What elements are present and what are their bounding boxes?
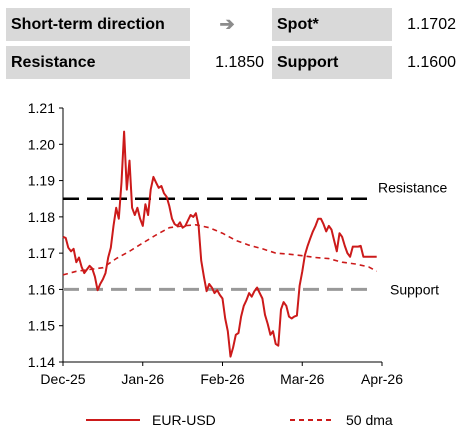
- y-tick-label: 1.19: [28, 173, 55, 189]
- legend-label-dma: 50 dma: [346, 412, 393, 428]
- eur-usd-series-line: [62, 130, 377, 358]
- right-arrow-icon: ➔: [219, 14, 235, 34]
- spot-value: 1.1702: [407, 16, 456, 33]
- info-row-levels: Resistance 1.1850 Support 1.1600: [6, 46, 462, 79]
- x-tick-label: Feb-26: [200, 371, 245, 387]
- chart-levels: Resistance Support: [63, 180, 447, 297]
- info-row-direction: Short-term direction ➔ Spot* 1.1702: [6, 8, 462, 41]
- dma-series-line: [62, 224, 378, 276]
- chart-series: [62, 130, 378, 358]
- x-tick-label: Dec-25: [40, 371, 85, 387]
- support-value: 1.1600: [407, 54, 456, 71]
- legend-label-eur-usd: EUR-USD: [152, 412, 216, 428]
- support-annotation: Support: [390, 281, 439, 297]
- y-tick-label: 1.15: [28, 318, 55, 334]
- y-tick-label: 1.14: [28, 354, 55, 370]
- y-tick-label: 1.16: [28, 281, 55, 297]
- x-tick-label: Mar-26: [280, 371, 325, 387]
- short-term-direction-label: Short-term direction: [6, 8, 190, 41]
- x-tick-label: Jan-26: [121, 371, 164, 387]
- x-tick-label: Apr-26: [361, 371, 403, 387]
- y-tick-label: 1.18: [28, 209, 55, 225]
- resistance-value: 1.1850: [215, 54, 264, 71]
- support-label: Support: [272, 46, 392, 79]
- chart-legend: EUR-USD 50 dma: [86, 412, 393, 428]
- spot-label: Spot*: [272, 8, 392, 41]
- y-tick-label: 1.17: [28, 245, 55, 261]
- y-tick-label: 1.20: [28, 136, 55, 152]
- direction-cell: ➔: [190, 8, 268, 41]
- y-tick-label: 1.21: [28, 100, 55, 116]
- resistance-annotation: Resistance: [378, 180, 447, 196]
- resistance-label: Resistance: [6, 46, 190, 79]
